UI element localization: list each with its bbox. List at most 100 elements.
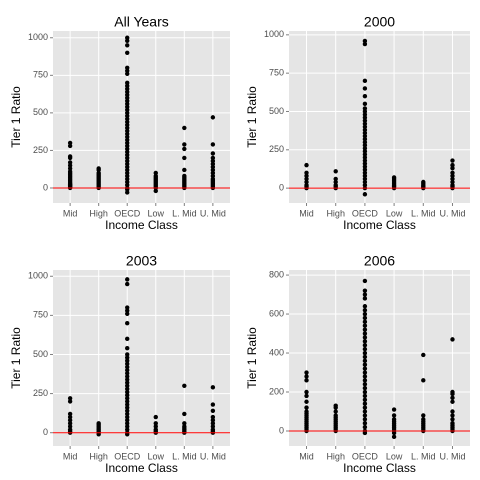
point <box>421 413 426 418</box>
point <box>125 364 130 370</box>
x-tick-label: Mid <box>63 451 78 461</box>
point <box>96 421 101 426</box>
point <box>362 38 368 44</box>
point <box>391 407 397 412</box>
point <box>362 118 368 123</box>
point <box>153 424 158 429</box>
x-tick-label: Low <box>386 208 403 218</box>
point <box>304 389 309 395</box>
point <box>362 158 368 163</box>
point <box>362 413 368 418</box>
point <box>125 380 130 385</box>
point <box>450 179 455 185</box>
point <box>362 382 368 387</box>
point <box>450 158 455 163</box>
point <box>125 281 130 287</box>
point <box>362 370 368 375</box>
point <box>67 399 73 404</box>
point <box>153 421 158 426</box>
x-axis-label: Income Class <box>105 218 178 232</box>
x-tick-label: Low <box>386 451 403 461</box>
x-tick-label: Low <box>148 451 165 461</box>
point <box>362 354 368 360</box>
point <box>362 405 368 410</box>
y-tick-label: 250 <box>33 145 48 155</box>
point <box>450 399 455 404</box>
y-tick-label: 250 <box>33 388 48 398</box>
point <box>450 420 455 426</box>
point <box>362 385 368 391</box>
point <box>182 146 187 152</box>
point <box>362 155 368 160</box>
point <box>362 78 368 84</box>
y-tick-label: 1000 <box>264 29 284 39</box>
x-tick-label: OECD <box>352 451 379 461</box>
point <box>450 413 455 418</box>
point <box>421 378 426 383</box>
y-tick-label: 600 <box>269 308 284 318</box>
point <box>362 121 368 126</box>
point <box>304 182 309 188</box>
point <box>362 331 368 336</box>
point <box>450 166 455 171</box>
y-axis-label: Tier 1 Ratio <box>245 86 259 148</box>
point <box>304 393 309 399</box>
x-axis-label: Income Class <box>105 461 178 475</box>
point <box>362 374 368 379</box>
point <box>210 414 216 420</box>
plot-background <box>53 31 230 203</box>
point <box>153 427 158 432</box>
point <box>333 403 338 408</box>
point <box>362 164 368 169</box>
point <box>391 417 397 422</box>
point <box>362 115 368 120</box>
plot-background <box>289 270 470 446</box>
point <box>450 337 455 342</box>
y-tick-label: 200 <box>269 386 284 396</box>
point <box>67 414 73 420</box>
point <box>333 409 338 414</box>
point <box>125 367 130 373</box>
point <box>362 170 368 176</box>
point <box>125 320 130 326</box>
point <box>210 151 216 156</box>
point <box>362 127 368 133</box>
point <box>125 399 130 404</box>
point <box>210 427 216 432</box>
point <box>210 424 216 429</box>
y-tick-label: 1000 <box>28 32 48 42</box>
point <box>125 392 130 398</box>
x-tick-label: OECD <box>352 208 379 218</box>
point <box>304 370 309 375</box>
y-tick-label: 1000 <box>28 271 48 281</box>
point <box>182 424 187 429</box>
point <box>362 409 368 414</box>
point <box>182 125 187 131</box>
point <box>125 377 130 382</box>
point <box>333 182 338 188</box>
y-axis-label: Tier 1 Ratio <box>245 327 259 389</box>
point <box>67 396 73 401</box>
point <box>125 427 130 432</box>
point <box>125 80 130 86</box>
point <box>67 140 73 146</box>
point <box>125 361 130 367</box>
y-tick-label: 750 <box>33 310 48 320</box>
point <box>333 413 338 418</box>
point <box>125 358 130 363</box>
y-tick-label: 0 <box>43 427 48 437</box>
point <box>362 424 368 430</box>
point <box>333 179 338 185</box>
point <box>362 335 368 340</box>
point <box>362 109 368 114</box>
point <box>362 350 368 356</box>
point <box>125 396 130 401</box>
point <box>362 152 368 157</box>
y-tick-label: 750 <box>269 68 284 78</box>
x-tick-label: U. Mid <box>200 208 226 218</box>
point <box>362 292 368 297</box>
point <box>210 155 216 161</box>
x-tick-label: L. Mid <box>172 208 197 218</box>
point <box>362 146 368 151</box>
